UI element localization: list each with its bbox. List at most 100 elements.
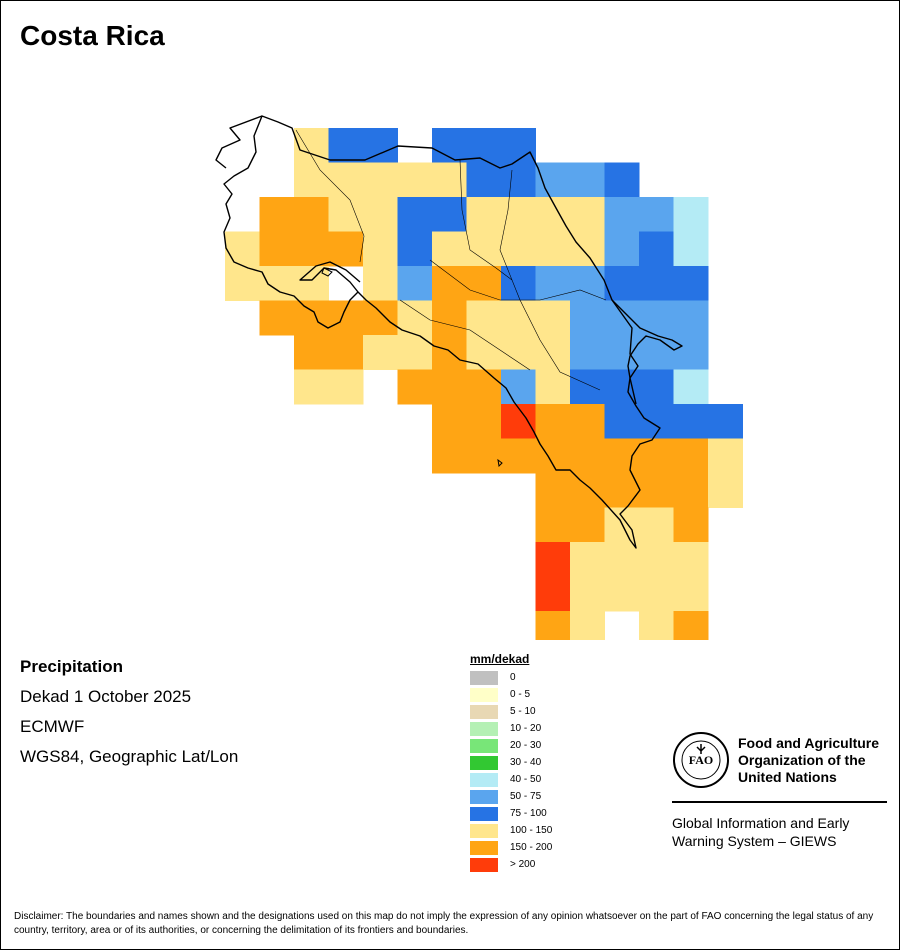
precipitation-cell xyxy=(397,197,433,232)
precipitation-cell xyxy=(535,369,571,405)
precipitation-cell xyxy=(432,197,467,232)
precipitation-cell xyxy=(501,128,536,163)
legend-title: mm/dekad xyxy=(470,652,530,666)
precipitation-cell xyxy=(328,197,364,232)
precipitation-cell xyxy=(363,300,398,336)
precipitation-cell xyxy=(604,404,640,439)
province-boundaries xyxy=(295,129,607,391)
precipitation-cell xyxy=(604,231,640,267)
precipitation-cell xyxy=(604,300,640,336)
precipitation-cell xyxy=(535,162,571,198)
precipitation-cell xyxy=(501,162,536,198)
period-label: Dekad 1 October 2025 xyxy=(20,687,192,706)
legend-swatch xyxy=(470,688,498,702)
precipitation-cell xyxy=(604,542,640,577)
precipitation-cell xyxy=(466,162,502,198)
precipitation-cell xyxy=(397,266,433,301)
precipitation-cell xyxy=(328,335,364,370)
divider xyxy=(672,801,887,803)
precipitation-cell xyxy=(397,369,433,405)
precipitation-cell xyxy=(673,231,709,267)
precipitation-cell xyxy=(639,473,674,508)
precipitation-cell xyxy=(397,231,433,267)
precipitation-cell xyxy=(673,197,709,232)
precipitation-cell xyxy=(259,231,295,267)
precipitation-cell xyxy=(604,438,640,474)
puntarenas-boundary xyxy=(399,299,531,371)
precipitation-cell xyxy=(639,266,674,301)
precipitation-cell xyxy=(570,197,605,232)
giews-name: Global Information and Early Warning Sys… xyxy=(672,814,892,850)
precipitation-cell xyxy=(604,197,640,232)
legend-label: > 200 xyxy=(510,859,536,870)
heredia-boundary xyxy=(429,259,607,301)
precipitation-cell xyxy=(570,369,605,405)
legend-swatch xyxy=(470,671,498,685)
precipitation-cell xyxy=(604,369,640,405)
precipitation-cell xyxy=(673,300,709,336)
precipitation-cell xyxy=(535,231,571,267)
precipitation-cell xyxy=(328,231,364,267)
precipitation-cell xyxy=(466,266,502,301)
precipitation-cell xyxy=(673,335,709,370)
legend-swatch xyxy=(470,807,498,821)
precipitation-cell xyxy=(673,266,709,301)
precipitation-cell xyxy=(466,369,502,405)
precipitation-cell xyxy=(432,404,467,439)
precipitation-cell xyxy=(328,369,364,405)
costa-rica-outline xyxy=(223,115,683,549)
precipitation-cell xyxy=(535,507,571,543)
fao-name-line: Organization of the xyxy=(738,752,866,768)
fao-logo-icon: FAO xyxy=(673,732,729,788)
island-outline xyxy=(321,267,333,277)
legend-label: 20 - 30 xyxy=(510,740,542,751)
fao-logo-inner-ring xyxy=(681,740,721,780)
precipitation-cell xyxy=(570,507,605,543)
precipitation-cell xyxy=(466,128,502,163)
legend-label: 40 - 50 xyxy=(510,774,542,785)
precipitation-cell xyxy=(604,576,640,612)
precipitation-cell xyxy=(328,162,364,198)
precipitation-cell xyxy=(328,128,364,163)
precipitation-cell xyxy=(432,369,467,405)
fao-name-line: Food and Agriculture xyxy=(738,735,880,751)
disclaimer: Disclaimer: The boundaries and names sho… xyxy=(14,911,874,936)
precipitation-cell xyxy=(604,335,640,370)
precipitation-cell xyxy=(294,231,329,267)
map-title: Costa Rica xyxy=(20,20,165,51)
legend-swatch xyxy=(470,773,498,787)
precipitation-cell xyxy=(466,335,502,370)
precipitation-cell xyxy=(466,197,502,232)
panama-border xyxy=(611,299,639,405)
legend-label: 30 - 40 xyxy=(510,757,542,768)
precipitation-cell xyxy=(363,162,398,198)
precipitation-cell xyxy=(501,335,536,370)
precipitation-cell xyxy=(708,404,743,439)
precipitation-cell xyxy=(639,507,674,543)
precipitation-cell xyxy=(673,404,709,439)
precipitation-cell xyxy=(673,369,709,405)
precipitation-cell xyxy=(363,335,398,370)
legend-swatch xyxy=(470,756,498,770)
precipitation-cell xyxy=(639,369,674,405)
precipitation-grid xyxy=(225,128,743,640)
legend-label: 75 - 100 xyxy=(510,808,547,819)
precipitation-cell xyxy=(501,197,536,232)
precipitation-cell xyxy=(673,473,709,508)
precipitation-cell xyxy=(570,473,605,508)
precipitation-cell xyxy=(294,300,329,336)
precipitation-cell xyxy=(639,438,674,474)
nicaragua-border xyxy=(215,115,263,169)
precipitation-cell xyxy=(535,438,571,474)
legend-label: 50 - 75 xyxy=(510,791,542,802)
legend-swatch xyxy=(470,739,498,753)
precipitation-cell xyxy=(363,266,398,301)
precipitation-cell xyxy=(673,576,709,612)
island-details xyxy=(321,267,503,468)
fao-logo-text: FAO xyxy=(689,753,713,767)
precipitation-cell xyxy=(294,369,329,405)
nicoya-gulf-coast xyxy=(299,261,361,293)
precipitation-cell xyxy=(501,404,536,439)
precipitation-cell xyxy=(535,300,571,336)
precipitation-cell xyxy=(639,335,674,370)
